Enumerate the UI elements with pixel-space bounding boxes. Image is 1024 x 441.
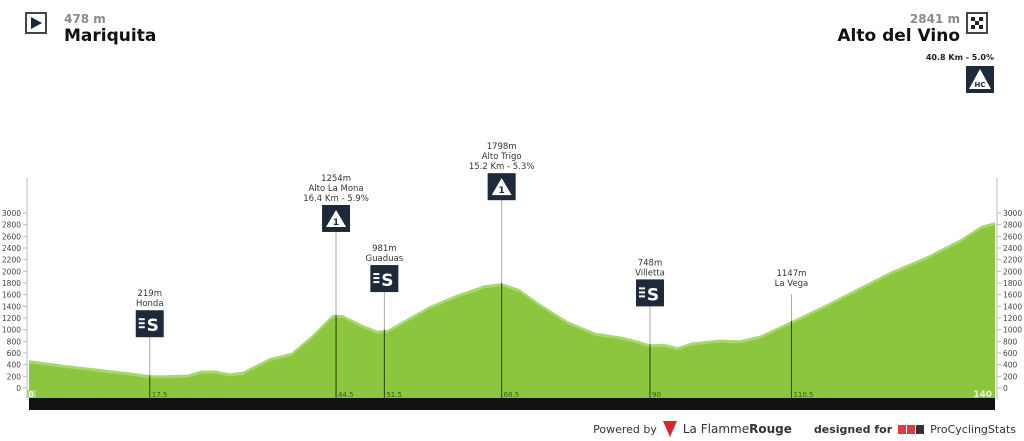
y-tick-label-right: 0	[1003, 384, 1008, 393]
climb-triangle	[326, 209, 347, 227]
finish-altitude: 2841 m	[909, 12, 960, 26]
sprint-stripe	[138, 318, 145, 321]
hc-climb-icon: HC	[966, 66, 994, 93]
y-tick-label-left: 3000	[2, 209, 21, 218]
y-tick-label-right: 2600	[1003, 232, 1022, 241]
sprint-stripe	[639, 295, 645, 298]
finish-name: Alto del Vino	[837, 26, 960, 46]
y-tick-label-right: 400	[1003, 361, 1018, 370]
y-tick-label-left: 1200	[2, 314, 21, 323]
x-km-label: 44.5	[338, 391, 354, 399]
marker-label-1: Guaduas	[366, 254, 404, 264]
profile-area	[29, 225, 995, 401]
marker-label-0: 1798m	[487, 142, 517, 152]
brand-part-bold: Rouge	[749, 422, 792, 436]
climb-category-label: 1	[499, 186, 505, 196]
y-tick-label-left: 400	[7, 361, 22, 370]
marker-label-0: 1147m	[776, 269, 806, 279]
sprint-s-glyph: S	[647, 285, 659, 305]
y-tick-label-right: 1800	[1003, 279, 1022, 288]
sprint-stripe	[373, 273, 380, 276]
distance-bar	[29, 398, 995, 410]
y-tick-label-left: 1400	[2, 302, 21, 311]
checkered-flag-icon	[966, 12, 988, 34]
sprint-stripe	[138, 326, 145, 329]
marker-label-0: 981m	[372, 244, 397, 254]
marker-label-0: 219m	[137, 289, 162, 299]
sprint-stripe	[639, 287, 645, 290]
x-km-label: 17.5	[152, 391, 168, 399]
la-flamme-rouge-brand: La FlammeRouge	[683, 422, 792, 436]
brand-part: La Flamme	[682, 422, 750, 436]
marker-label-2: 16.4 Km - 5.9%	[303, 194, 369, 204]
marker-label-2: 15.2 Km - 5.3%	[469, 162, 535, 172]
y-tick-label-left: 0	[16, 384, 21, 393]
y-tick-label-left: 1800	[2, 279, 21, 288]
procyclingstats-label: ProCyclingStats	[930, 422, 1016, 436]
designed-for-label: designed for	[813, 422, 893, 436]
y-tick-label-right: 3000	[1003, 209, 1022, 218]
x-km-label: 110.5	[793, 391, 813, 399]
climb-category-label: 1	[333, 218, 339, 228]
y-tick-label-left: 200	[7, 372, 22, 381]
y-tick-label-right: 2000	[1003, 267, 1022, 276]
marker-label-1: Alto Trigo	[482, 152, 522, 162]
climb-triangle	[491, 178, 512, 196]
marker-label-0: 1254m	[321, 174, 351, 184]
y-tick-label-left: 1600	[2, 291, 21, 300]
y-tick-label-right: 2800	[1003, 221, 1022, 230]
powered-by-label: Powered by	[593, 422, 657, 436]
marker-label-0: 748m	[638, 258, 663, 268]
y-tick-label-left: 800	[7, 337, 22, 346]
footer-credits: Powered by La FlammeRouge designed for P…	[593, 420, 1016, 438]
y-tick-label-right: 1000	[1003, 326, 1022, 335]
x-km-label: 51.5	[386, 391, 402, 399]
y-tick-label-right: 600	[1003, 349, 1018, 358]
pcs-logo-icon	[898, 424, 925, 434]
y-tick-label-left: 2600	[2, 232, 21, 241]
y-tick-label-right: 1600	[1003, 291, 1022, 300]
marker-label-1: Alto La Mona	[308, 184, 363, 194]
sprint-stripe	[373, 281, 380, 284]
y-tick-label-right: 2200	[1003, 256, 1022, 265]
start-km-badge	[27, 390, 36, 398]
y-tick-label-left: 2400	[2, 244, 21, 253]
hc-label: HC	[975, 81, 986, 89]
sprint-s-glyph: S	[381, 271, 393, 291]
sprint-s-glyph: S	[147, 316, 159, 336]
marker-label-1: Villetta	[635, 268, 665, 278]
x-end-label: 140	[973, 390, 992, 400]
x-start-label: 0	[28, 390, 34, 399]
sprint-stripe	[138, 322, 145, 325]
y-tick-label-right: 1400	[1003, 302, 1022, 311]
finish-climb-detail: 40.8 Km - 5.0%	[925, 53, 994, 62]
y-tick-label-left: 600	[7, 349, 22, 358]
la-flamme-rouge-logo-icon	[662, 421, 677, 437]
y-tick-label-right: 800	[1003, 337, 1018, 346]
y-tick-label-left: 2800	[2, 221, 21, 230]
marker-label-1: La Vega	[775, 279, 809, 289]
sprint-stripe	[373, 277, 380, 280]
x-km-label: 90	[652, 391, 661, 399]
x-km-label: 68.5	[504, 391, 520, 399]
marker-label-1: Honda	[136, 299, 164, 309]
sprint-stripe	[639, 291, 645, 294]
y-tick-label-right: 2400	[1003, 244, 1022, 253]
start-altitude: 478 m	[64, 12, 106, 26]
y-tick-label-right: 1200	[1003, 314, 1022, 323]
start-flag-icon	[25, 12, 47, 34]
y-tick-label-left: 2200	[2, 256, 21, 265]
y-tick-label-left: 1000	[2, 326, 21, 335]
y-tick-label-left: 2000	[2, 267, 21, 276]
y-tick-label-right: 200	[1003, 372, 1018, 381]
start-name: Mariquita	[64, 26, 157, 46]
